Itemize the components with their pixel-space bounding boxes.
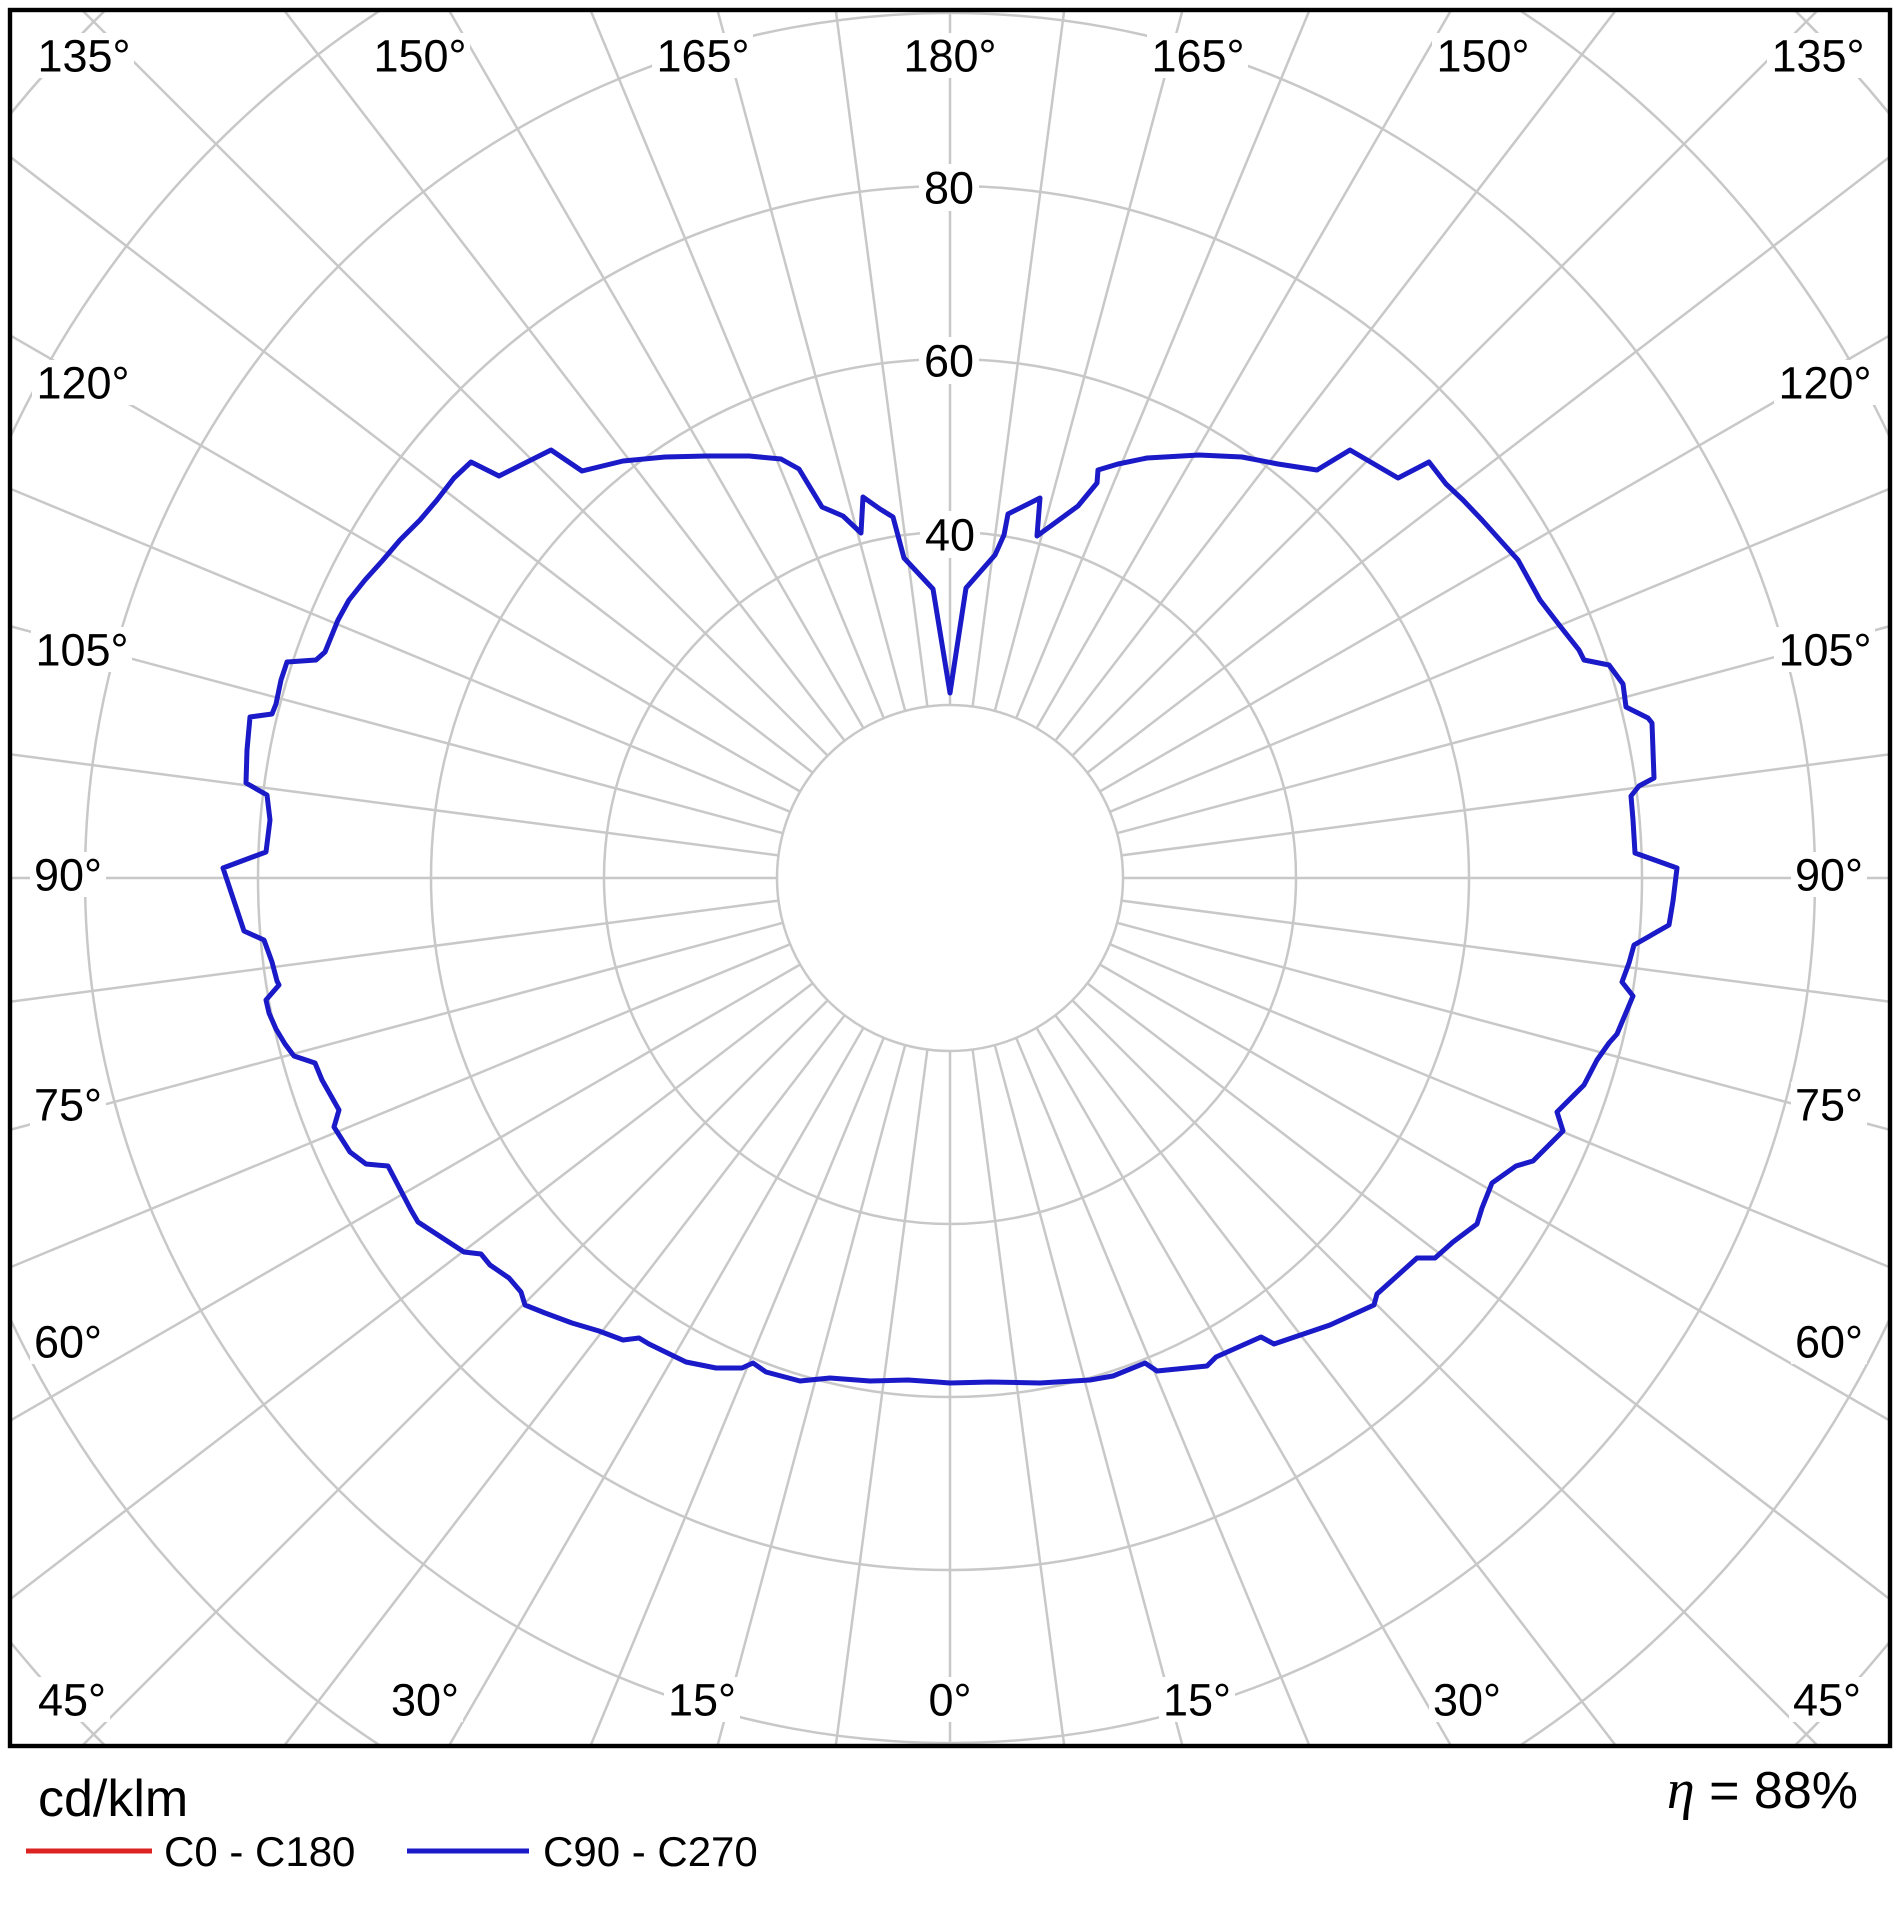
svg-text:0°: 0°	[928, 1675, 971, 1726]
svg-text:105°: 105°	[1778, 625, 1871, 676]
svg-text:165°: 165°	[1151, 31, 1244, 82]
svg-text:75°: 75°	[1795, 1080, 1863, 1131]
svg-text:135°: 135°	[1771, 31, 1864, 82]
svg-text:120°: 120°	[36, 358, 129, 409]
svg-text:135°: 135°	[37, 31, 130, 82]
svg-text:150°: 150°	[1436, 31, 1529, 82]
svg-text:C90 - C270: C90 - C270	[543, 1828, 758, 1875]
svg-text:η = 88%: η = 88%	[1667, 1759, 1858, 1821]
svg-text:30°: 30°	[1433, 1675, 1501, 1726]
svg-text:105°: 105°	[35, 625, 128, 676]
svg-text:150°: 150°	[373, 31, 466, 82]
svg-text:75°: 75°	[34, 1080, 102, 1131]
svg-text:90°: 90°	[1795, 850, 1863, 901]
svg-text:45°: 45°	[1793, 1675, 1861, 1726]
svg-text:165°: 165°	[656, 31, 749, 82]
svg-text:60: 60	[924, 336, 974, 387]
svg-text:180°: 180°	[903, 31, 996, 82]
svg-text:30°: 30°	[391, 1675, 459, 1726]
svg-text:60°: 60°	[34, 1317, 102, 1368]
svg-text:C0 - C180: C0 - C180	[164, 1828, 355, 1875]
svg-text:120°: 120°	[1778, 358, 1871, 409]
svg-text:15°: 15°	[1163, 1675, 1231, 1726]
svg-text:40: 40	[925, 510, 975, 561]
svg-text:80: 80	[924, 163, 974, 214]
svg-text:cd/klm: cd/klm	[38, 1770, 188, 1828]
svg-text:15°: 15°	[668, 1675, 736, 1726]
svg-text:60°: 60°	[1795, 1317, 1863, 1368]
svg-text:45°: 45°	[38, 1675, 106, 1726]
svg-text:90°: 90°	[34, 850, 102, 901]
